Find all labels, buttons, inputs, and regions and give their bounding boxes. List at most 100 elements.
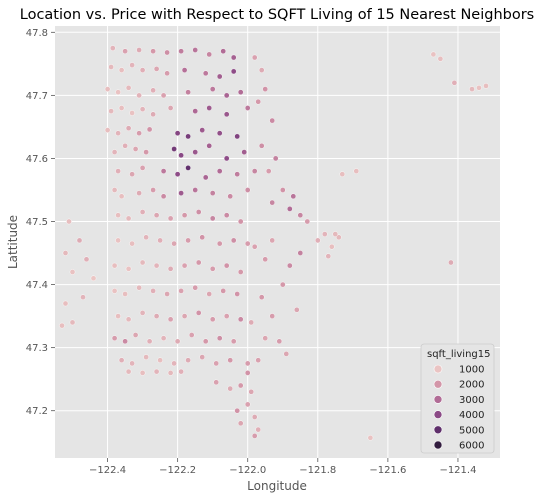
data-point xyxy=(199,127,205,133)
data-point xyxy=(174,171,181,177)
data-point xyxy=(118,357,125,364)
data-point xyxy=(111,149,118,155)
data-point xyxy=(192,108,198,114)
data-point xyxy=(132,332,139,338)
data-point xyxy=(181,313,188,319)
legend-entries: 1000 2000 3000 4000 5000 6000 xyxy=(433,364,484,452)
legend-label: 6000 xyxy=(459,441,484,452)
data-point xyxy=(164,49,170,56)
data-point xyxy=(248,319,254,326)
data-point xyxy=(174,130,181,136)
data-point xyxy=(255,426,262,433)
data-point xyxy=(192,47,198,53)
data-point xyxy=(146,338,153,345)
x-tick-label: −121.6 xyxy=(369,465,406,476)
x-tick-label: −121.4 xyxy=(439,465,476,476)
data-point xyxy=(80,294,86,301)
data-point xyxy=(139,370,146,376)
data-point xyxy=(129,171,135,177)
data-point xyxy=(167,316,174,323)
data-point xyxy=(178,152,184,159)
data-point xyxy=(181,262,188,269)
data-point xyxy=(202,338,209,345)
data-point xyxy=(171,146,177,152)
data-point xyxy=(129,360,135,367)
data-point xyxy=(230,338,237,345)
data-point xyxy=(255,357,262,364)
data-point xyxy=(181,212,188,218)
data-point xyxy=(430,51,437,58)
y-tick-label: 47.4 xyxy=(26,280,48,291)
data-point xyxy=(125,215,132,222)
data-point xyxy=(241,149,247,155)
data-point xyxy=(90,275,97,282)
data-point xyxy=(139,310,146,316)
data-point xyxy=(223,262,230,269)
data-point xyxy=(206,291,212,297)
legend-label: 4000 xyxy=(459,410,484,421)
data-point xyxy=(188,332,195,338)
data-point xyxy=(143,354,149,360)
data-point xyxy=(178,288,184,294)
y-axis-ticks: 47.2 47.3 47.4 47.5 47.6 47.7 47.8 xyxy=(26,28,55,417)
data-point xyxy=(108,64,114,70)
x-tick-label: −122.0 xyxy=(229,465,266,476)
data-point xyxy=(118,105,125,111)
data-point xyxy=(115,212,121,218)
data-point xyxy=(160,193,167,200)
legend-title: sqft_living15 xyxy=(427,349,491,360)
data-point xyxy=(437,56,444,62)
data-point xyxy=(279,281,286,288)
data-point xyxy=(279,187,286,193)
data-point xyxy=(220,48,226,55)
data-point xyxy=(111,335,118,342)
data-point xyxy=(209,316,216,323)
legend-marker xyxy=(433,425,443,435)
legend-marker xyxy=(433,364,443,374)
data-point xyxy=(178,48,184,55)
data-point xyxy=(69,269,76,275)
data-point xyxy=(251,54,258,61)
data-point xyxy=(251,243,258,250)
data-point xyxy=(202,174,209,181)
data-point xyxy=(290,193,297,200)
data-point xyxy=(132,146,139,152)
data-point xyxy=(111,288,118,294)
data-point xyxy=(118,193,125,200)
data-point xyxy=(216,335,223,342)
data-point xyxy=(115,168,121,174)
data-point xyxy=(125,85,132,91)
x-tick-label: −122.2 xyxy=(159,465,196,476)
data-point xyxy=(110,45,116,51)
data-point xyxy=(321,231,328,237)
data-point xyxy=(227,357,233,364)
data-point xyxy=(153,313,160,319)
data-point xyxy=(483,83,489,89)
data-point xyxy=(115,313,121,319)
data-point xyxy=(164,291,170,297)
data-point xyxy=(244,370,251,376)
data-point xyxy=(230,68,237,75)
data-point xyxy=(150,111,156,118)
legend-label: 5000 xyxy=(459,425,484,436)
data-point xyxy=(153,212,160,218)
data-point xyxy=(157,357,163,364)
data-point xyxy=(167,105,174,111)
data-point xyxy=(167,265,174,272)
data-point xyxy=(272,155,279,162)
data-point xyxy=(174,338,181,345)
data-point xyxy=(227,193,233,200)
data-points xyxy=(59,45,489,441)
data-point xyxy=(269,237,276,244)
data-point xyxy=(223,155,230,162)
data-point xyxy=(223,212,230,218)
data-point xyxy=(230,237,237,244)
data-point xyxy=(157,237,163,244)
data-point xyxy=(304,218,311,225)
data-point xyxy=(248,388,254,395)
data-point xyxy=(185,237,191,244)
data-point xyxy=(209,265,216,272)
data-point xyxy=(122,142,128,149)
data-point xyxy=(353,168,360,174)
